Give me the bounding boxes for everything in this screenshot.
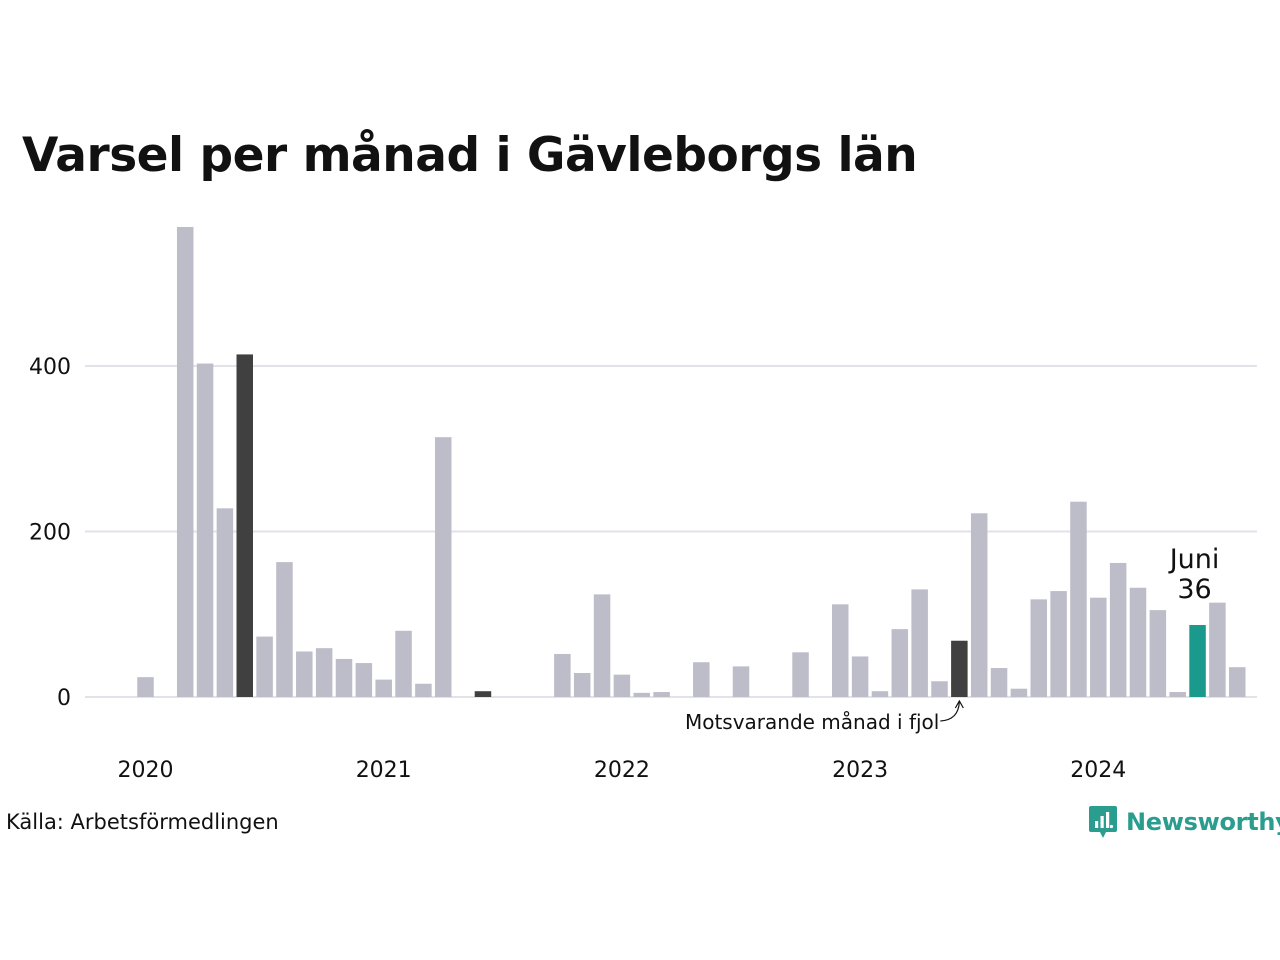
newsworthy-logo-icon — [1089, 806, 1117, 838]
bar — [1129, 587, 1147, 697]
bar — [792, 652, 809, 697]
bar — [990, 668, 1008, 697]
bar — [1209, 602, 1226, 697]
bar — [137, 677, 154, 697]
bar — [613, 674, 631, 697]
bar — [1169, 692, 1186, 697]
bar — [832, 604, 849, 697]
bar — [395, 630, 412, 697]
bar — [851, 656, 869, 697]
bar — [335, 658, 353, 697]
annotation-arrowhead — [954, 699, 964, 709]
y-tick-label: 400 — [29, 355, 71, 380]
x-tick-label: 2022 — [594, 758, 650, 783]
x-tick-label: 2020 — [118, 758, 174, 783]
brand-name: Newsworthy — [1126, 808, 1280, 836]
bar — [1050, 591, 1067, 697]
bar — [315, 648, 333, 697]
bar-same-month — [474, 691, 492, 697]
bar — [256, 636, 273, 697]
bar — [196, 363, 214, 697]
bar — [1149, 610, 1167, 697]
bar — [276, 562, 293, 697]
last-year-annotation: Motsvarande månad i fjol — [685, 710, 939, 734]
bar — [554, 653, 571, 697]
bar — [216, 508, 234, 697]
bar-same-month — [951, 640, 968, 697]
bar-chart: 0 200 400 2020 2021 2022 2023 2024 Juni 36 Mot… — [29, 226, 1257, 783]
bar — [1229, 667, 1246, 697]
y-tick-label: 200 — [29, 521, 71, 546]
bar — [732, 666, 750, 697]
bar — [653, 692, 670, 697]
annotations: Juni 36 Motsvarande månad i fjol — [685, 544, 1219, 734]
bar — [693, 662, 710, 697]
y-tick-label: 0 — [57, 686, 71, 711]
bar — [355, 663, 373, 697]
bar — [375, 679, 392, 697]
bar — [593, 594, 611, 697]
bar — [296, 651, 313, 697]
x-tick-label: 2021 — [356, 758, 412, 783]
bar — [891, 629, 909, 697]
bar — [1030, 599, 1047, 697]
bar — [573, 673, 591, 697]
latest-month-label: Juni — [1168, 544, 1220, 575]
bar — [1090, 597, 1107, 697]
x-axis-ticks: 2020 2021 2022 2023 2024 — [118, 758, 1127, 783]
bar-same-month — [236, 354, 253, 697]
bar — [176, 226, 194, 698]
bar — [435, 437, 452, 697]
latest-value-label: 36 — [1177, 574, 1211, 605]
source-note: Källa: Arbetsförmedlingen — [6, 810, 279, 834]
chart-title: Varsel per månad i Gävleborgs län — [22, 128, 918, 183]
bar — [1070, 501, 1087, 697]
bar-latest — [1189, 625, 1206, 697]
bars — [137, 226, 1246, 698]
bar — [1010, 688, 1028, 697]
bar — [1109, 562, 1127, 697]
brand-logo: Newsworthy — [1088, 804, 1280, 840]
x-tick-label: 2024 — [1070, 758, 1126, 783]
bar — [931, 681, 948, 697]
x-tick-label: 2023 — [832, 758, 888, 783]
bar — [871, 691, 889, 697]
y-axis-ticks: 0 200 400 — [29, 355, 71, 711]
bar — [633, 692, 650, 697]
annotation-arrow — [940, 701, 960, 722]
bar — [911, 589, 928, 697]
bar — [970, 513, 988, 697]
bar — [415, 683, 432, 697]
